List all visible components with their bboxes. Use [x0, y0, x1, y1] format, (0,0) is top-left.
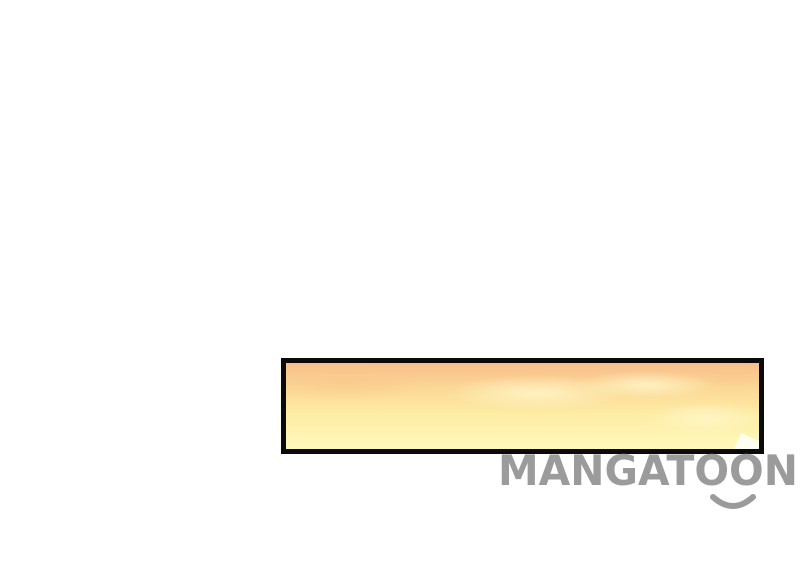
sky-clouds [286, 363, 759, 449]
watermark-text: MANGATOON [498, 449, 798, 495]
sunset-sky-panel [281, 358, 764, 454]
smile-icon [710, 494, 756, 509]
mangatoon-watermark: MANGATOON [497, 449, 800, 513]
